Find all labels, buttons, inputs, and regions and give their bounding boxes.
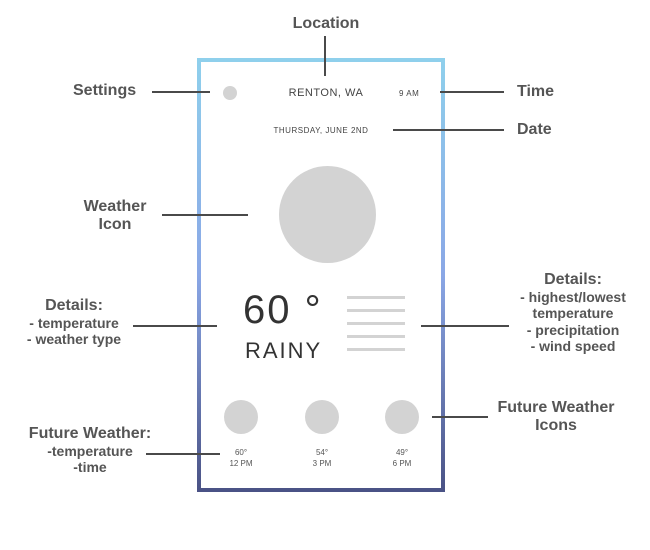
annotation-details-right-item-4: - wind speed [530,337,616,354]
phone-frame: RENTON, WA 9 AM THURSDAY, JUNE 2ND 60 ° … [197,58,445,492]
details-bar-1 [347,296,405,299]
forecast-item-1: 60° 12 PM [216,448,266,470]
annotation-location: Location [292,15,360,32]
annotation-weather-icon: Weather Icon [70,198,160,235]
annotation-future-icons-line1: Future Weather [497,399,615,416]
annotation-details-left-title: Details: [45,297,103,314]
annotation-time: Time [517,83,555,100]
forecast-item-3: 49° 6 PM [377,448,427,470]
annotation-details-right: Details: - highest/lowest temperature - … [510,271,636,354]
annotation-details-right-item-1: - highest/lowest [520,289,626,306]
connector-details-left [133,325,217,327]
annotation-settings: Settings [73,82,137,99]
annotation-future-icons-line2: Icons [535,417,577,435]
phone-screen: RENTON, WA 9 AM THURSDAY, JUNE 2ND 60 ° … [201,62,441,488]
settings-icon[interactable] [223,86,237,100]
connector-details-right [421,325,509,327]
temperature-value: 60 ° [243,288,323,332]
annotation-weather-icon-line1: Weather [83,198,147,215]
annotation-details-left-item-2: - weather type [26,331,122,348]
forecast-item-2: 54° 3 PM [297,448,347,470]
annotation-future-icons: Future Weather Icons [486,399,626,436]
connector-time [440,91,504,93]
annotation-details-left-item-1: - temperature [29,315,119,332]
forecast-time-1: 12 PM [229,458,253,468]
future-weather-icon-2 [305,400,339,434]
connector-weather-icon [162,214,248,216]
time-label: 9 AM [399,89,420,98]
forecast-time-3: 6 PM [392,458,412,468]
annotation-future-weather-title: Future Weather: [28,425,152,442]
details-bar-5 [347,348,405,351]
annotation-weather-icon-line2: Icon [98,216,132,234]
annotation-future-weather-item-1: -temperature [47,443,133,460]
annotation-details-right-title: Details: [544,271,602,288]
weather-icon [279,166,376,263]
annotation-details-left: Details: - temperature - weather type [18,297,130,348]
details-bar-2 [347,309,405,312]
forecast-time-2: 3 PM [312,458,332,468]
connector-settings [152,91,210,93]
future-weather-icon-3 [385,400,419,434]
connector-future-icons [432,416,488,418]
annotation-details-right-item-3: - precipitation [526,321,620,338]
details-bar-3 [347,322,405,325]
forecast-temp-1: 60° [234,448,248,457]
annotation-future-weather: Future Weather: -temperature -time [20,425,160,476]
details-bar-4 [347,335,405,338]
connector-future-weather [146,453,220,455]
annotation-future-weather-item-2: -time [73,459,107,476]
weather-type-label: RAINY [245,338,323,363]
date-label: THURSDAY, JUNE 2ND [273,126,369,135]
forecast-temp-3: 49° [395,448,409,457]
details-list [347,296,405,356]
annotation-date: Date [517,121,552,138]
connector-date [393,129,504,131]
annotation-details-right-item-2: temperature [532,305,614,322]
future-weather-icon-1 [224,400,258,434]
connector-location [324,36,326,76]
location-label: RENTON, WA [288,87,364,99]
forecast-temp-2: 54° [315,448,329,457]
